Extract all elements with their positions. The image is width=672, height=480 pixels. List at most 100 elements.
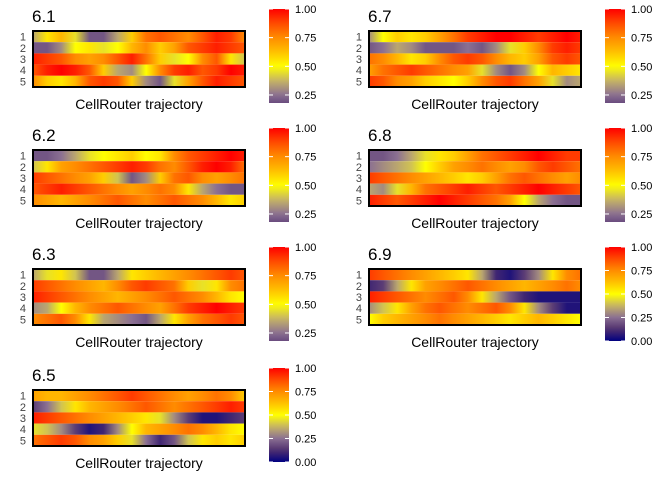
colorbar-tick-label: 0.25 — [631, 313, 652, 325]
panel-title: 6.2 — [32, 126, 56, 145]
heatmap-row-5 — [369, 194, 581, 206]
heatmap-row-1 — [33, 31, 245, 43]
row-label: 2 — [356, 281, 362, 293]
row-label: 4 — [20, 424, 26, 436]
x-axis-label: CellRouter trajectory — [411, 96, 539, 112]
heatmap-row-2 — [369, 280, 581, 292]
panel-border — [32, 268, 246, 326]
heatmap-row-4 — [369, 64, 581, 76]
panel-border — [32, 30, 246, 88]
panel-border — [368, 149, 582, 207]
row-label: 1 — [20, 151, 26, 163]
panel-border — [368, 268, 582, 326]
row-label: 1 — [356, 270, 362, 282]
panel-border — [32, 389, 246, 447]
panel-title: 6.9 — [368, 245, 392, 264]
row-label: 5 — [356, 314, 362, 326]
colorbar-tick-label: 0.25 — [295, 328, 316, 340]
colorbar-tick-label: 1.00 — [295, 4, 316, 16]
heatmap-row-4 — [33, 64, 245, 76]
row-label: 4 — [20, 65, 26, 77]
row-label: 4 — [356, 184, 362, 196]
row-label: 4 — [356, 303, 362, 315]
colorbar-tick-label: 0.75 — [295, 33, 316, 45]
row-label: 1 — [356, 151, 362, 163]
heatmap-row-1 — [33, 390, 245, 402]
x-axis-label: CellRouter trajectory — [411, 334, 539, 350]
row-label: 5 — [20, 76, 26, 88]
row-label: 5 — [356, 76, 362, 88]
heatmap-row-1 — [33, 269, 245, 281]
heatmap-row-5 — [33, 434, 245, 446]
row-label: 2 — [356, 43, 362, 55]
colorbar-tick-label: 1.00 — [631, 4, 652, 16]
heatmap-row-3 — [369, 291, 581, 303]
panel-border — [368, 30, 582, 88]
colorbar-tick-label: 0.50 — [631, 61, 652, 73]
colorbar — [269, 9, 289, 103]
panel-title: 6.5 — [32, 366, 56, 385]
panel-title: 6.7 — [368, 7, 392, 26]
colorbar-tick-label: 1.00 — [631, 123, 652, 135]
heatmap-row-3 — [369, 172, 581, 184]
colorbar-tick-label: 0.00 — [631, 336, 652, 348]
colorbar-tick-label: 1.00 — [295, 242, 316, 254]
row-label: 3 — [20, 292, 26, 304]
row-label: 5 — [356, 195, 362, 207]
colorbar-tick-label: 0.75 — [295, 271, 316, 283]
colorbar-tick-label: 0.75 — [295, 387, 316, 399]
heatmap-row-5 — [369, 313, 581, 325]
colorbar-tick-label: 0.25 — [295, 434, 316, 446]
colorbar — [269, 128, 289, 222]
heatmap-row-4 — [33, 302, 245, 314]
colorbar-tick-label: 0.50 — [295, 410, 316, 422]
x-axis-label: CellRouter trajectory — [75, 215, 203, 231]
heatmap-row-2 — [369, 42, 581, 54]
heatmap-row-4 — [33, 183, 245, 195]
heatmap-row-2 — [369, 161, 581, 173]
row-label: 2 — [20, 43, 26, 55]
panel-title: 6.1 — [32, 7, 56, 26]
colorbar-tick-label: 0.75 — [631, 266, 652, 278]
row-label: 4 — [20, 184, 26, 196]
heatmap-row-5 — [33, 313, 245, 325]
row-label: 1 — [20, 391, 26, 403]
panel-title: 6.3 — [32, 245, 56, 264]
row-label: 2 — [20, 162, 26, 174]
panel-border — [32, 149, 246, 207]
colorbar-tick-label: 0.25 — [295, 90, 316, 102]
colorbar-tick-label: 1.00 — [295, 123, 316, 135]
heatmap-row-5 — [33, 194, 245, 206]
heatmap-row-3 — [33, 53, 245, 65]
colorbar-tick-label: 1.00 — [631, 242, 652, 254]
row-label: 4 — [356, 65, 362, 77]
heatmap-row-1 — [369, 31, 581, 43]
colorbar — [269, 368, 289, 462]
row-label: 3 — [356, 54, 362, 66]
heatmap-row-5 — [33, 75, 245, 87]
colorbar-tick-label: 0.00 — [295, 457, 316, 469]
row-label: 5 — [20, 195, 26, 207]
heatmap-row-2 — [33, 280, 245, 292]
row-label: 5 — [20, 314, 26, 326]
x-axis-label: CellRouter trajectory — [75, 455, 203, 471]
colorbar-tick-label: 0.50 — [295, 61, 316, 73]
heatmap-row-4 — [369, 302, 581, 314]
heatmap-row-4 — [369, 183, 581, 195]
colorbar-tick-label: 0.75 — [631, 152, 652, 164]
heatmap-row-1 — [369, 269, 581, 281]
colorbar-tick-label: 0.25 — [295, 209, 316, 221]
colorbar-tick-label: 0.50 — [631, 180, 652, 192]
colorbar — [605, 9, 625, 103]
heatmap-row-5 — [369, 75, 581, 87]
heatmap-row-2 — [33, 161, 245, 173]
row-label: 3 — [20, 413, 26, 425]
heatmap-row-3 — [33, 291, 245, 303]
row-label: 1 — [20, 270, 26, 282]
row-label: 1 — [356, 32, 362, 44]
